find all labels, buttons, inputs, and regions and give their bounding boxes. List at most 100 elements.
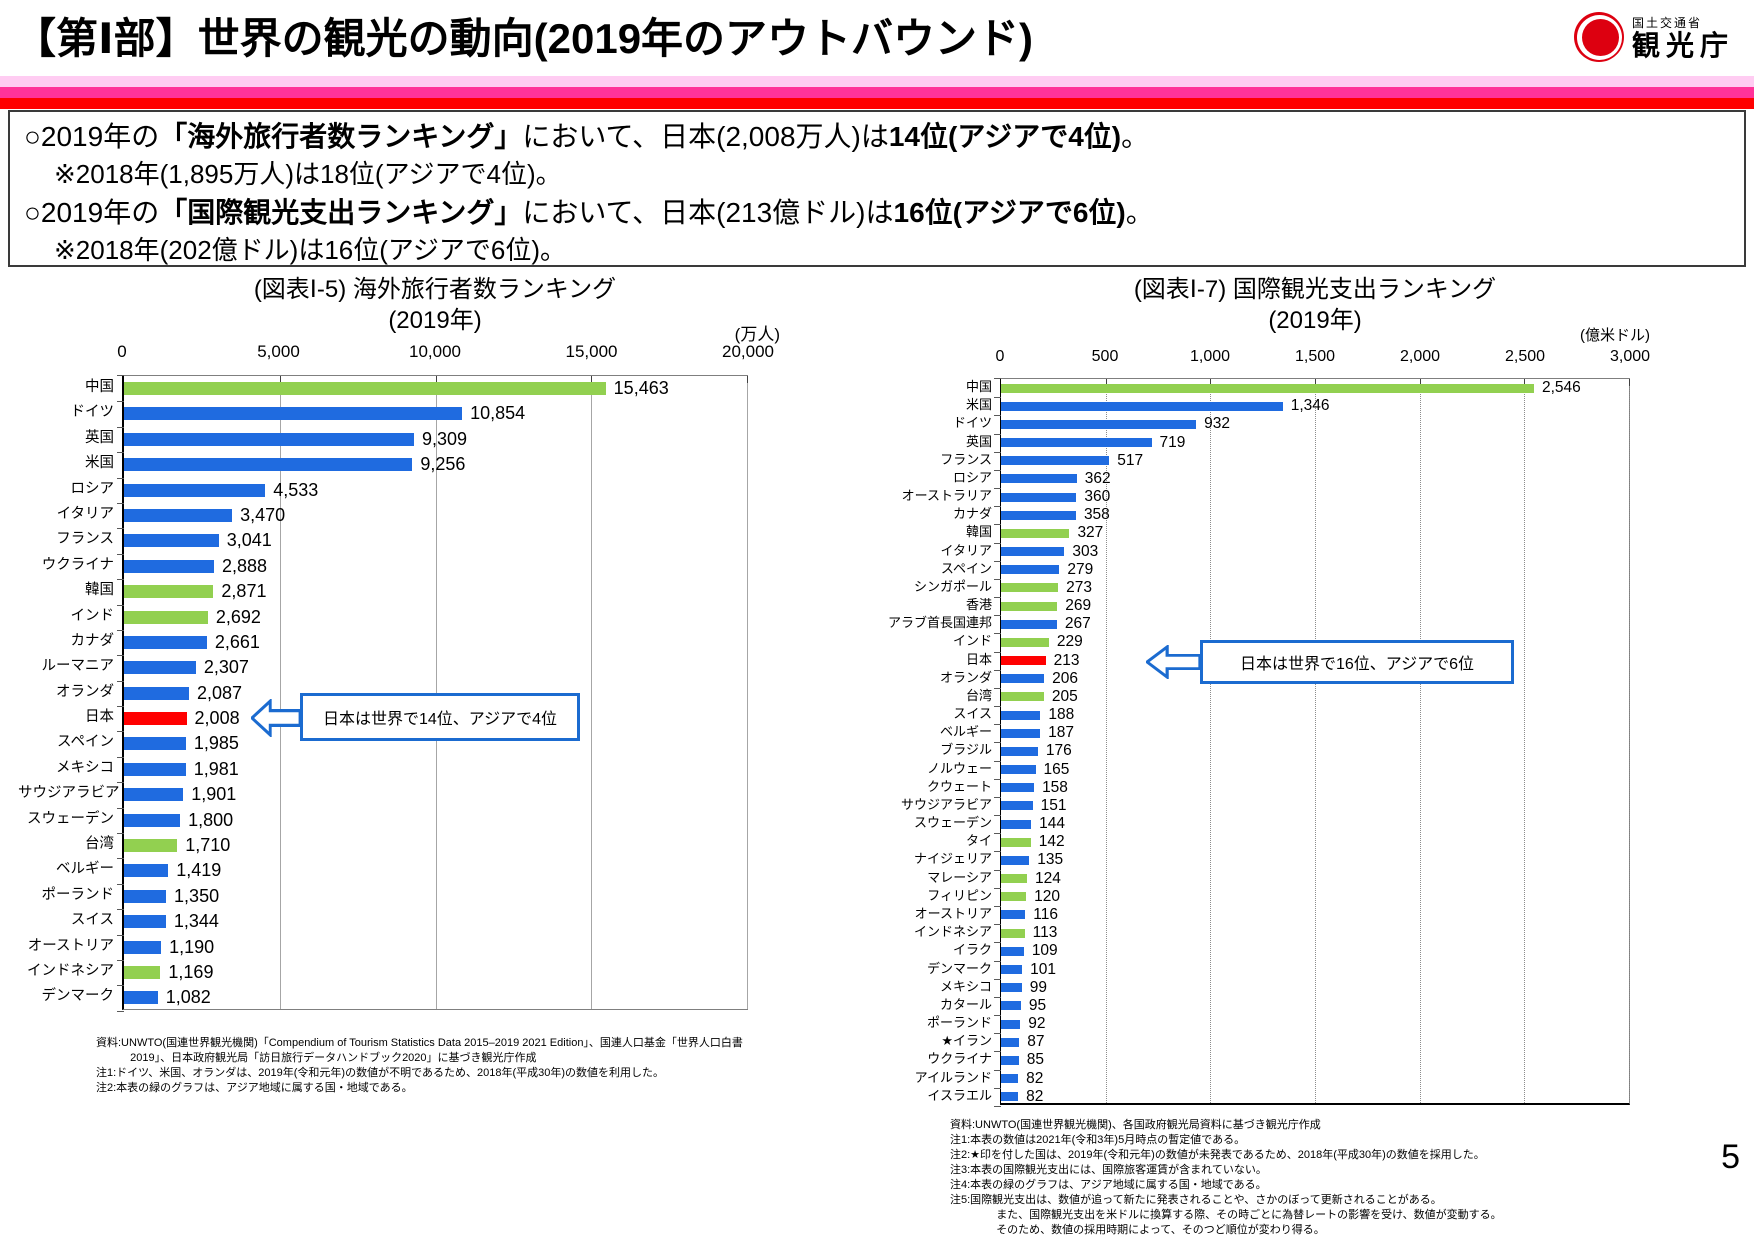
bar-row: 2,871 — [117, 579, 747, 606]
bar-value: 4,533 — [273, 479, 319, 500]
note-line: 注2:★印を付した国は、2019年(令和元年)の数値が未発表であるため、2018… — [950, 1149, 1485, 1161]
category-tick-mark — [117, 909, 124, 911]
summary-text: ○2019年の — [24, 197, 160, 228]
axis-tick-mark — [591, 376, 593, 383]
category-tick-mark — [117, 502, 124, 504]
category-tick-mark — [117, 731, 124, 733]
bar-label: デンマーク — [926, 960, 992, 976]
bar-label: フランス — [56, 531, 114, 548]
bar-row: 2,692 — [117, 605, 747, 631]
bar-labels: 中国 ドイツ 英国 米国 ロシア イタリア フランス ウクライナ 韓国 インド カナダ ルーマニア オラ… — [18, 375, 120, 1010]
bar-value: 303 — [1072, 542, 1099, 560]
category-tick-mark — [994, 1105, 1001, 1107]
bar-row: 142 — [994, 833, 1629, 853]
logo-ministry-label: 国土交通省 — [1631, 15, 1702, 30]
axis-tick-label: 0 — [117, 342, 127, 361]
category-tick-mark — [994, 633, 1001, 635]
bar-value: 142 — [1038, 833, 1065, 851]
bar-row: 82 — [994, 1070, 1629, 1089]
category-tick-mark — [117, 553, 124, 555]
bar-value: 120 — [1034, 887, 1060, 905]
gridline — [1419, 379, 1421, 1103]
summary-text-bold: 「海外旅行者数ランキング」 — [159, 121, 523, 152]
bar-label: 中国 — [85, 379, 114, 395]
bar-value: 269 — [1065, 597, 1092, 615]
header-stripe-magenta — [0, 87, 1754, 98]
axis-tick-label: 10,000 — [409, 342, 461, 361]
chart-title-line1: (図表Ⅰ-5) 海外旅行者数ランキング — [253, 276, 617, 303]
bar-blue — [1001, 983, 1022, 993]
chart-notes: 資料:UNWTO(国連世界観光機関)、各国政府観光局資料に基づき観光庁作成 注1:… — [950, 1118, 1750, 1238]
axis-tick-label: 1,000 — [1189, 348, 1231, 365]
bar-row: 3,470 — [117, 503, 747, 530]
note-line: 注4:本表の緑のグラフは、アジア地域に属する国・地域である。 — [950, 1179, 1267, 1191]
bar-value: 95 — [1028, 996, 1047, 1014]
bar-value: 10,854 — [470, 403, 526, 424]
bar-row: 2,661 — [117, 630, 747, 657]
summary-line: ○2019年の「海外旅行者数ランキング」において、日本(2,008万人)は14位… — [24, 117, 1730, 156]
gridline — [435, 376, 437, 1009]
bar-blue — [124, 788, 184, 802]
bar-label: ノルウェー — [926, 760, 992, 776]
bar-blue — [1001, 946, 1024, 956]
bar-label: 韓国 — [965, 524, 992, 540]
axis-ticks: 0 5,000 10,000 15,000 20,000 — [117, 342, 774, 366]
bar-label: ナイジェリア — [913, 851, 992, 867]
bar-value: 188 — [1048, 706, 1075, 724]
bar-green — [124, 839, 178, 853]
bar-blue — [1001, 619, 1057, 629]
bar-row: 188 — [994, 706, 1629, 726]
bar-label: 韓国 — [85, 582, 114, 599]
category-tick-mark — [117, 807, 124, 809]
category-tick-mark — [994, 1051, 1001, 1053]
japan-rank-callout-left: 日本は世界で14位、アジアで4位 — [300, 693, 580, 741]
chart-title: (図表Ⅰ-5) 海外旅行者数ランキング (2019年) — [122, 274, 748, 336]
bar-row: 273 — [994, 579, 1629, 599]
bar-blue — [124, 508, 233, 522]
bar-value: 144 — [1039, 815, 1066, 833]
category-tick-mark — [117, 452, 124, 454]
bar-label: イタリア — [940, 542, 992, 558]
bar-row: 267 — [994, 615, 1629, 635]
bar-label: カナダ — [70, 632, 115, 649]
bar-row: 158 — [994, 779, 1629, 798]
bar-blue — [1001, 1074, 1019, 1084]
bar-label: 台湾 — [85, 836, 114, 853]
bar-label: 英国 — [85, 429, 114, 446]
category-tick-mark — [994, 724, 1001, 726]
bar-value: 99 — [1029, 978, 1047, 996]
bar-row: 135 — [994, 851, 1629, 871]
bar-label: サウジアラビア — [18, 785, 120, 802]
bar-value: 2,871 — [221, 581, 267, 602]
category-tick-mark — [117, 375, 124, 376]
bar-label: オーストリア — [27, 937, 114, 954]
category-tick-mark — [994, 978, 1001, 980]
bar-value: 1,985 — [193, 733, 239, 754]
bar-label: ブラジル — [940, 742, 992, 758]
bar-value: 9,256 — [420, 454, 466, 475]
bar-value: 124 — [1034, 869, 1061, 887]
bar-value: 176 — [1045, 742, 1072, 760]
axis-tick-mark — [1524, 379, 1526, 386]
bar-label: ポーランド — [926, 1015, 992, 1031]
bar-row: 1,901 — [117, 782, 747, 809]
bar-blue — [124, 534, 219, 548]
bar-value: 1,800 — [188, 809, 234, 830]
bar-label: インドネシア — [27, 962, 114, 979]
bar-label: カナダ — [952, 506, 992, 522]
note-line: 資料:UNWTO(国連世界観光機関)、各国政府観光局資料に基づき観光庁作成 — [950, 1119, 1321, 1131]
bar-value: 1,710 — [185, 835, 231, 856]
bar-blue — [1001, 965, 1023, 974]
bar-row: 517 — [994, 452, 1629, 471]
bar-blue — [1001, 746, 1038, 756]
bar-row: 10,854 — [117, 401, 747, 428]
header-stripe-pink — [0, 76, 1754, 87]
bar-blue — [1001, 419, 1197, 429]
bar-blue — [124, 915, 166, 929]
gridline — [1315, 379, 1316, 1103]
summary-text: において、日本(2,008万人)は — [522, 121, 889, 152]
logo-agency-label: 観光庁 — [1631, 29, 1734, 61]
bar-row: 151 — [994, 797, 1629, 817]
bar-row: 362 — [994, 470, 1629, 490]
